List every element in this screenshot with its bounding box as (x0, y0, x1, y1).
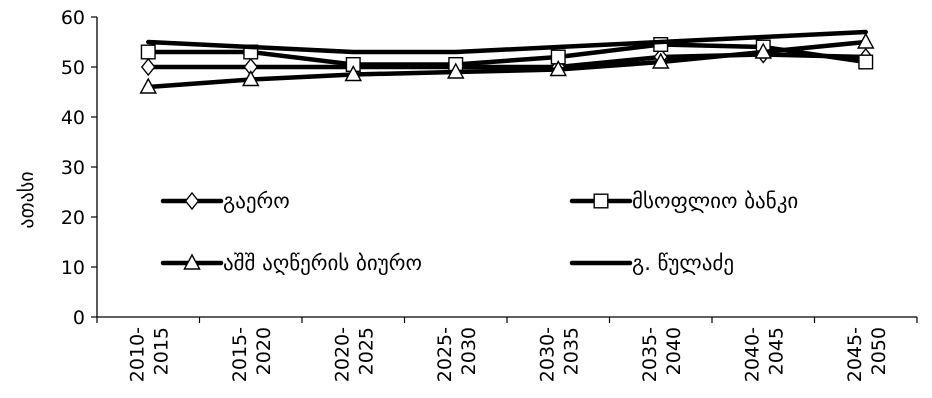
x-tick-label-line: 2025 (355, 327, 377, 375)
series-line (146, 29, 868, 55)
x-tick-label: 2035- 2040 (639, 327, 685, 382)
diamond-marker (184, 191, 200, 211)
x-tick-label-line: 2050 (868, 327, 890, 375)
x-tick-label: 2015- 2020 (229, 327, 275, 382)
x-tick-label-line: 2015 (150, 327, 172, 375)
legend-entry: მსოფლიო ბანკი (569, 189, 798, 213)
x-tick-label-line: 2010- (126, 327, 148, 382)
triangle-marker (139, 77, 158, 94)
y-tick-label: 0 (73, 307, 85, 329)
series-3 (139, 32, 875, 94)
x-axis-ticks: 2010- 2015 2015- 2020 2020- 2025 2025- 2030 2030… (96, 317, 918, 382)
legend-entry: აშშ აღწერის ბიურო (160, 251, 422, 275)
y-axis-ticks: 0 10 20 30 40 50 60 (61, 7, 97, 329)
x-tick-label: 2025- 2030 (434, 327, 480, 382)
x-tick-label-line: 2040 (663, 327, 685, 375)
triangle-marker (344, 65, 363, 82)
x-tick-label-line: 2020- (331, 327, 353, 382)
y-tick-label: 30 (61, 157, 85, 179)
legend-label: გაერო (223, 189, 290, 213)
x-tick-label-line: 2030- (536, 327, 558, 382)
x-tick-label-line: 2045 (765, 327, 787, 375)
y-tick-label: 10 (61, 257, 85, 279)
x-tick-label: 2045- 2050 (844, 327, 890, 382)
triangle-marker (446, 62, 465, 79)
legend-label: მსოფლიო ბანკი (632, 189, 798, 213)
square-marker (140, 44, 156, 60)
y-tick-label: 20 (61, 207, 85, 229)
triangle-marker (651, 52, 670, 69)
x-tick-label: 2030- 2035 (536, 327, 582, 382)
y-axis-label: ათასი (14, 171, 38, 228)
square-marker (593, 193, 609, 209)
x-tick-label-line: 2025- (434, 327, 456, 382)
y-tick-label: 60 (61, 7, 85, 29)
triangle-marker (754, 42, 773, 59)
x-tick-label-line: 2030 (458, 327, 480, 375)
series-lines (139, 29, 875, 94)
triangle-marker (549, 60, 568, 77)
triangle-marker (856, 32, 875, 49)
diamond-marker (140, 57, 156, 77)
x-tick-label: 2040- 2045 (741, 327, 787, 382)
x-tick-label-line: 2040- (741, 327, 763, 382)
triangle-marker (241, 70, 260, 87)
series-line (146, 42, 868, 67)
x-tick-label-line: 2035- (639, 327, 661, 382)
x-tick-label-line: 2020 (253, 327, 275, 375)
series-4 (146, 29, 868, 55)
triangle-marker (183, 253, 201, 270)
x-tick-label-line: 2015- (229, 327, 251, 382)
x-tick-label-line: 2035 (560, 327, 582, 375)
legend-label: გ. წულაძე (632, 251, 734, 275)
y-tick-label: 40 (61, 107, 85, 129)
series-line (146, 39, 868, 90)
legend-entry: გ. წულაძე (569, 251, 734, 275)
x-tick-label-line: 2045- (844, 327, 866, 382)
square-marker (858, 54, 874, 70)
x-tick-label: 2010- 2015 (126, 327, 172, 382)
legend-entry: გაერო (160, 189, 290, 213)
legend: გაერო მსოფლიო ბანკი აშშ აღწერის ბიურო გ. წუ… (160, 189, 798, 275)
legend-label: აშშ აღწერის ბიურო (223, 251, 422, 275)
y-tick-label: 50 (61, 57, 85, 79)
x-tick-label: 2020- 2025 (331, 327, 377, 382)
